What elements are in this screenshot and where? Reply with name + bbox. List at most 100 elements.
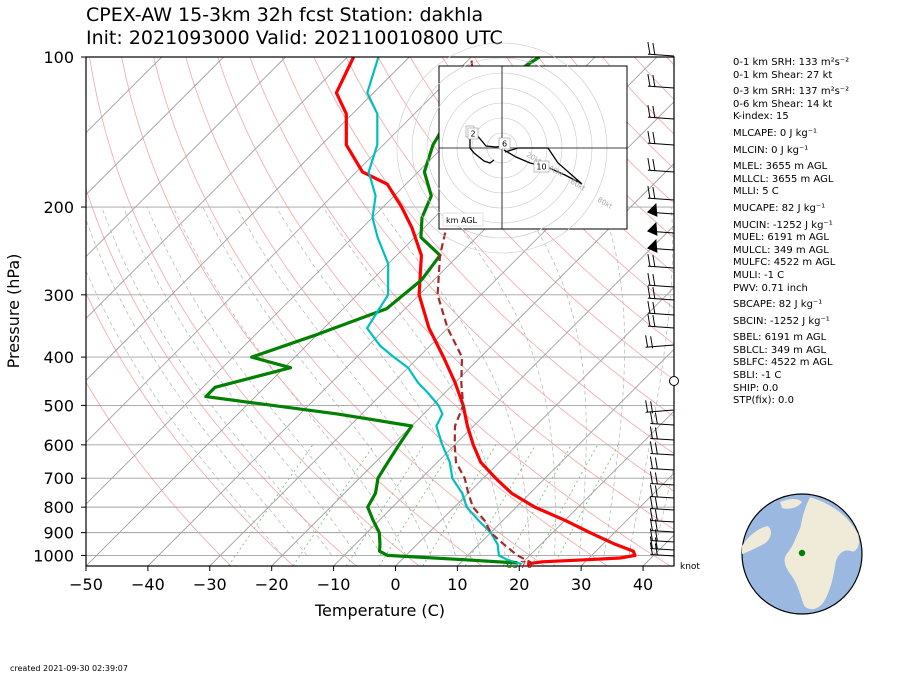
wind-barb [649,471,675,486]
x-axis-label: Temperature (C) [314,601,445,620]
moist-adiabat [172,206,407,556]
series-temperature [334,57,637,566]
wind-barb [649,496,675,511]
y-tick-label: 600 [43,436,74,455]
isotherm [86,57,410,381]
isotherm [271,163,674,566]
stability-indices-panel: 0-1 km SRH: 133 m²s⁻² 0-1 km Shear: 27 kt… [733,57,849,408]
y-tick-label: 500 [43,396,74,415]
y-tick-label: 800 [43,498,74,517]
isotherm [86,57,286,258]
wind-barb [649,456,675,471]
mixing-ratio-line [422,444,497,566]
dry-adiabat [409,57,674,345]
moist-adiabat [653,464,674,556]
index-line: MLLCL: 3655 m AGL [733,173,834,185]
series-wetbulb [366,57,522,565]
index-line: 0-6 km Shear: 14 kt [733,98,833,110]
wind-barb [649,536,675,551]
index-line: 0-1 km SRH: 133 m²s⁻² [733,57,850,68]
mixing-ratio-line [378,444,456,566]
series-layer [204,57,637,566]
mixing-ratio-line [292,444,375,566]
x-tick-label: 20 [509,575,529,594]
x-tick-label: −10 [317,575,351,594]
mixing-ratio-line [464,444,536,566]
index-line: SBCAPE: 82 J kg⁻¹ [733,299,823,311]
index-line: SBLFC: 4522 m AGL [733,357,833,369]
mixing-ratio-line [530,444,598,566]
isotherm [86,57,472,443]
moist-adiabat [601,206,625,556]
wind-barb [647,185,675,201]
index-line: STP(fix): 0.0 [733,395,794,407]
moist-adiabat [123,206,357,556]
index-line: SBLI: -1 C [733,370,782,382]
x-tick-label: −50 [69,575,103,594]
location-globe [741,493,863,615]
y-tick-label: 700 [43,469,74,488]
chart-title-line1: CPEX-AW 15-3km 32h fcst Station: dakhla [86,4,484,26]
wind-barb [649,528,675,543]
y-tick-label: 100 [43,48,74,67]
hodograph-inset: 2 6 10 20kt 40kt 60kt 80kt km AGL [396,42,628,254]
index-line: MULI: -1 C [733,269,785,281]
hodograph-axis-label: km AGL [446,216,478,225]
calm-wind-circle [669,376,679,386]
index-line: MUEL: 6191 m AGL [733,232,829,244]
index-line: MULCL: 349 m AGL [733,244,829,256]
x-tick-label: −20 [255,575,289,594]
isotherm [86,57,224,196]
wind-barb [647,41,675,57]
index-line: SBEL: 6191 m AGL [733,332,827,344]
isotherm [580,472,674,566]
wind-barb [647,253,675,269]
wind-barb [647,104,675,120]
wind-barb [647,157,675,173]
hodograph-label-6: 6 [502,140,507,149]
wind-barb [647,221,675,236]
index-line: MUCAPE: 82 J kg⁻¹ [733,202,826,214]
index-line: MLCIN: 0 J kg⁻¹ [733,144,809,156]
surface-dewpoint-label: 65 [506,560,519,571]
dry-adiabat [86,292,294,566]
dry-adiabat [86,187,357,566]
wind-barb [647,272,675,288]
moist-adiabat [322,206,506,556]
hodograph-label-10: 10 [536,163,546,172]
wind-barb [649,411,675,426]
index-line: MULFC: 4522 m AGL [733,257,836,269]
surface-temp-label: 70 [520,560,533,571]
index-line: 0-1 km Shear: 27 kt [733,69,833,81]
y-tick-label: 200 [43,198,74,217]
x-tick-label: 30 [571,575,591,594]
wind-barb-unit: knot [680,562,700,572]
wind-barb [647,130,675,146]
dry-adiabat [345,57,674,418]
wind-barb [647,238,675,253]
y-tick-label: 400 [43,348,74,367]
y-axis-label: Pressure (hPa) [4,254,23,369]
x-tick-label: −40 [131,575,165,594]
dry-adiabat [249,57,674,530]
mixing-ratio-line [228,444,314,566]
wind-barb [649,426,675,441]
moist-adiabat [445,206,556,556]
wind-barb [649,508,675,523]
index-line: 0-3 km SRH: 137 m²s⁻² [733,86,850,98]
dry-adiabat [377,57,674,381]
index-line: SHIP: 0.0 [733,382,779,394]
chart-title-line2: Init: 2021093000 Valid: 202110010800 UTC [86,27,503,49]
wind-barb [649,542,675,557]
wind-barb [649,441,675,456]
station-marker [798,549,806,557]
wind-barb [645,335,675,349]
hodograph-label-2: 2 [470,130,475,139]
wind-barb [647,285,675,301]
wind-barb [647,202,675,217]
dry-adiabat [441,57,674,309]
mixing-ratio-line [345,444,425,566]
dry-adiabat [86,381,232,566]
index-line: MUCIN: -1252 J kg⁻¹ [733,219,833,231]
